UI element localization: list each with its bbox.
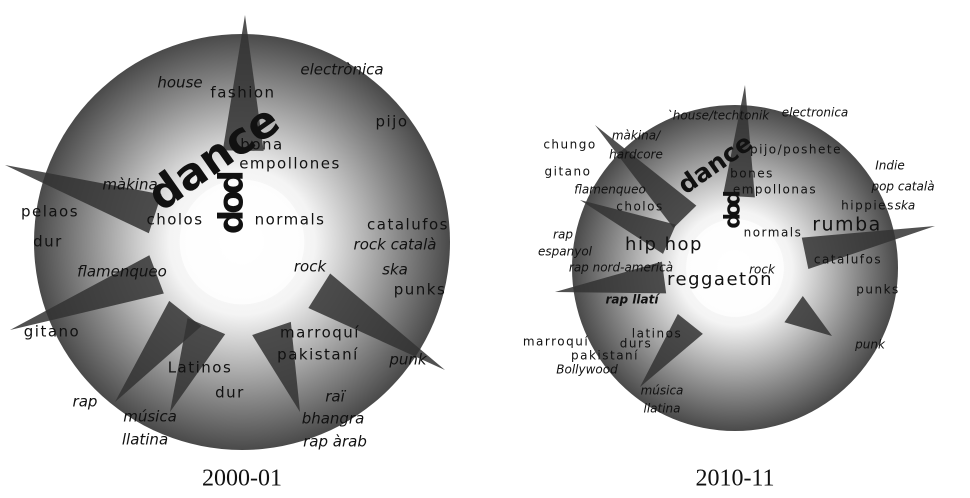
label: normals: [255, 211, 326, 229]
label: ska: [382, 261, 408, 279]
label: electrònica: [300, 61, 383, 79]
label: chungo: [543, 138, 596, 152]
label: pijo/poshete: [750, 143, 842, 157]
label: música: [641, 384, 684, 398]
diagram: housefashionelectrònicapijodancebonaempo…: [0, 0, 970, 498]
label: rap àrab: [303, 433, 367, 451]
label: hippies: [841, 199, 895, 213]
label: marroquí: [523, 335, 589, 349]
caption: 2010-11: [695, 466, 774, 492]
label: cholos: [146, 211, 203, 229]
label: ska: [895, 199, 916, 213]
label: Indie: [875, 159, 904, 173]
panel: `house/techtonik electronica chungo màkina/…: [523, 85, 935, 492]
label: flamenqueo: [574, 183, 646, 197]
label: gitano: [545, 165, 592, 179]
label: màkina/: [612, 129, 662, 143]
panel: housefashionelectrònicapijodancebonaempo…: [5, 15, 450, 492]
label: bhangra: [302, 410, 365, 428]
label: punks: [394, 281, 447, 299]
label: màkina: [102, 176, 157, 194]
label: llatina: [122, 431, 168, 449]
label: hip hop: [625, 234, 703, 255]
label: dur: [33, 233, 63, 251]
label: espanyol: [538, 245, 593, 259]
label: Bollywood: [556, 363, 618, 377]
label: rock: [294, 258, 328, 276]
label: cholos: [616, 200, 663, 214]
label: pijo: [375, 113, 408, 131]
label: reggaeton: [667, 269, 773, 290]
label: normals: [744, 226, 803, 240]
label: punk: [388, 351, 428, 369]
label: punks: [856, 283, 900, 297]
label: fashion: [210, 84, 275, 102]
label: bones: [730, 167, 774, 181]
label: raï: [325, 388, 346, 406]
label: gitano: [24, 323, 80, 341]
label: rock català: [354, 236, 437, 254]
caption: 2000-01: [202, 466, 282, 492]
label: rumba: [812, 214, 882, 236]
label: rap: [553, 228, 573, 242]
label: pop: [722, 190, 747, 228]
label: pakistaní: [571, 349, 639, 363]
label: pelaos: [21, 203, 79, 221]
label: rap llatí: [606, 293, 661, 307]
label: house: [157, 74, 202, 92]
label: pakistaní: [277, 346, 359, 364]
label: `house/techtonik: [667, 109, 771, 123]
label: hardcore: [609, 148, 663, 162]
label: marroquí: [280, 324, 360, 342]
label: música: [123, 408, 177, 426]
label: electronica: [782, 106, 849, 120]
label: flamenqueo: [77, 263, 167, 281]
label: pop: [215, 170, 255, 233]
label: llatina: [643, 402, 680, 416]
label: punk: [854, 338, 886, 352]
label: catalufos: [814, 253, 882, 267]
label: dur: [215, 384, 245, 402]
label: catalufos: [367, 216, 449, 234]
label: rap: [73, 393, 98, 411]
label: rap nord-americà: [569, 261, 673, 275]
label: bona: [240, 136, 283, 154]
label: pop català: [870, 180, 934, 194]
label: Latinos: [168, 359, 233, 377]
